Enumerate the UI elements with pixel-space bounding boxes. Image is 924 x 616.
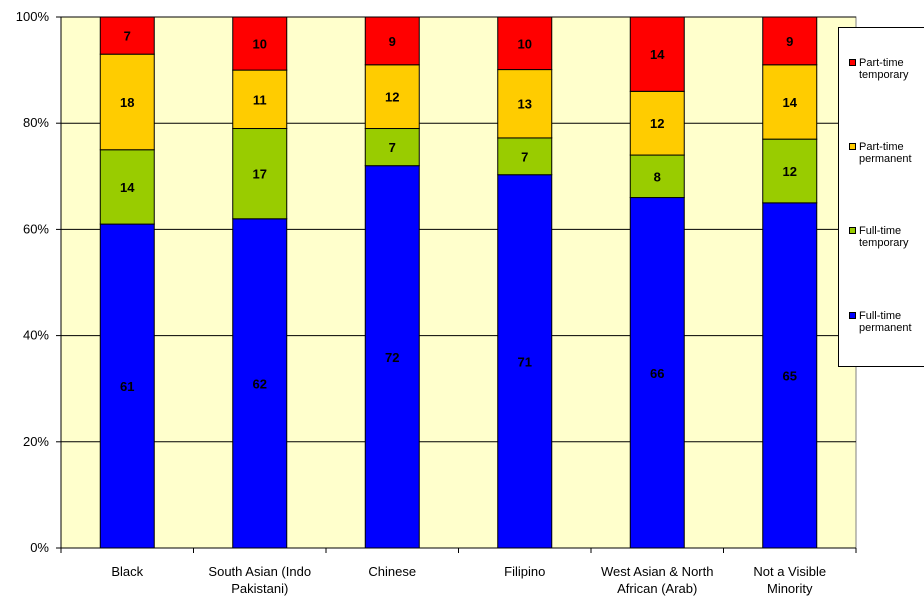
y-tick-label: 0% [30,540,49,555]
y-tick-label: 40% [23,328,49,343]
gridlines [61,16,856,443]
data-label: 65 [783,368,797,383]
axes [56,16,857,553]
bar-segment [232,128,288,220]
bar-segment [99,149,155,225]
data-label: 61 [120,379,134,394]
data-label: 18 [120,95,134,110]
legend-swatch [849,59,856,66]
bar-segment [762,138,818,204]
data-label: 12 [650,116,664,131]
bar-segment [629,154,685,199]
bar-segment [99,223,155,549]
data-label: 66 [650,366,664,381]
data-label: 14 [783,95,798,110]
x-tick-label: Black [111,564,143,579]
data-label: 9 [389,34,396,49]
legend-label: Part-time permanent [859,141,912,165]
data-label: 71 [518,354,532,369]
data-label: 7 [389,140,396,155]
data-label: 13 [518,97,532,112]
bar-segment [762,202,818,549]
data-label: 12 [385,90,399,105]
bar-segment [762,64,818,140]
data-label: 8 [654,169,661,184]
bar-segment [364,165,420,549]
bar-segment [629,90,685,156]
x-tick-labels: Black South Asian (Indo Pakistani) Chinese F… [111,564,826,596]
data-label: 9 [786,34,793,49]
data-label: 11 [253,92,267,107]
data-label: 7 [124,29,131,44]
data-label: 12 [783,164,797,179]
bar-segment [232,16,288,71]
y-tick-label: 20% [23,434,49,449]
y-tick-label: 60% [23,221,49,236]
data-label: 7 [521,149,528,164]
y-tick-labels: 0% 20% 40% 60% 80% 100% [16,9,50,555]
bar-segment [364,16,420,66]
bar-segment [629,16,685,92]
x-tick-label: Chinese [368,564,416,579]
y-tick-label: 100% [16,9,50,24]
y-tick-label: 80% [23,115,49,130]
data-label: 17 [253,167,267,182]
bar-segment [497,16,553,71]
data-label: 14 [650,47,665,62]
bar-segment [364,64,420,130]
legend-label: Full-time permanent [859,310,912,334]
legend-swatch [849,227,856,234]
legend-swatch [849,312,856,319]
plot-area [60,16,857,549]
bar-segment [497,137,553,176]
bar-segment [99,16,155,55]
data-label: 72 [385,350,399,365]
x-tick-label: West Asian & North African (Arab) [601,564,713,596]
bar-segment [232,218,288,549]
x-tick-label: South Asian (Indo Pakistani) [208,564,311,596]
x-tick-label: Filipino [504,564,545,579]
data-label: 10 [518,36,532,51]
bar-segment [364,128,420,167]
bar-segment [99,53,155,151]
data-label: 14 [120,180,135,195]
legend-swatch [849,143,856,150]
bar-segment [232,69,288,130]
bar-segment [629,197,685,549]
legend-label: Part-time temporary [859,57,909,81]
legend-label: Full-time temporary [859,225,909,249]
data-label: 10 [253,37,267,52]
data-label: 62 [253,376,267,391]
x-tick-label: Not a Visible Minority [753,564,826,596]
bars: 61 14 18 7 62 17 11 10 72 7 12 9 71 7 13 10 66 8 12 14 65 12 1… [99,16,818,549]
legend: Part-time temporary Part-time permanent … [838,27,924,367]
bar-segment [762,16,818,66]
